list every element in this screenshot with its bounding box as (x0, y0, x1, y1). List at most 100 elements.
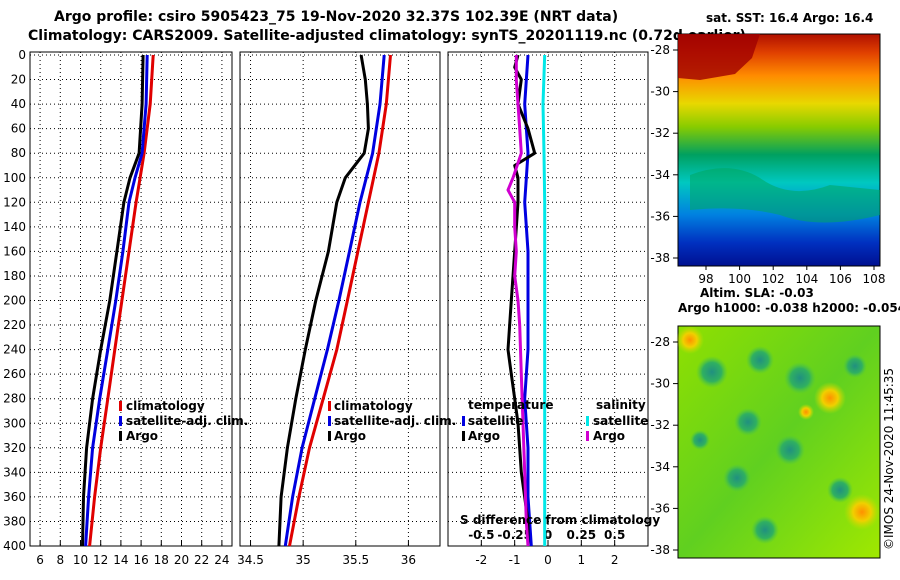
series-line-climatology (88, 54, 155, 547)
map-x-label: 98 (698, 272, 713, 286)
sla-warm-spot (814, 382, 846, 414)
depth-tick-label: 160 (3, 244, 26, 258)
depth-tick-label: 400 (3, 539, 26, 553)
map-x-label: 106 (829, 272, 852, 286)
sla-eddy (775, 435, 805, 465)
x-tick-label: 0 (544, 553, 552, 567)
legend-mark-climatology (119, 401, 122, 411)
depth-tick-label: 360 (3, 490, 26, 504)
legend-mark-sal-argo (586, 431, 589, 441)
map-y-label: -30 (650, 377, 670, 391)
depth-tick-label: 220 (3, 318, 26, 332)
depth-tick-label: 100 (3, 171, 26, 185)
sst-map-ticks: -28 -30 -32 -34 -36 -38 98 100 102 104 106 108 (650, 43, 885, 286)
x-tick-label: -2 (475, 553, 487, 567)
title-line-2: Climatology: CARS2009. Satellite-adjuste… (28, 28, 746, 44)
x-tick-label: 1 (578, 553, 586, 567)
legend-salinity: salinity (596, 398, 646, 412)
sla-eddy (723, 464, 751, 492)
x-tick-label: 10 (73, 553, 88, 567)
x-tick-label: 6 (36, 553, 44, 567)
map-y-label: -36 (650, 209, 670, 223)
series-line-climatology (288, 54, 392, 547)
sla-map (676, 325, 881, 559)
depth-tick-label: 180 (3, 269, 26, 283)
map-y-label: -28 (650, 43, 670, 57)
depth-tick-label: 300 (3, 416, 26, 430)
series-line-salinity-argo (506, 55, 530, 547)
legend-mark-temp-argo (462, 431, 465, 441)
depth-tick-label: 260 (3, 367, 26, 381)
sla-eddy (751, 516, 779, 544)
sla-eddy (784, 362, 816, 394)
legend-temp-argo: Argo (468, 429, 500, 443)
map-y-label: -34 (650, 460, 670, 474)
legend-sal-satellite: satellite (593, 414, 648, 428)
x-tick-label: 22 (194, 553, 209, 567)
temperature-panel (29, 51, 233, 547)
depth-tick-label: 320 (3, 441, 26, 455)
depth-tick-label: 80 (11, 146, 26, 160)
map-y-label: -38 (650, 251, 670, 265)
legend-climatology: climatology (126, 399, 205, 413)
x-tick-label: 35.5 (342, 553, 369, 567)
legend-mark-climatology (328, 401, 331, 411)
sla-eddy (843, 354, 867, 378)
x-tick-label: 8 (56, 553, 64, 567)
series-line-argo (81, 54, 145, 547)
sla-map-ticks: -28 -30 -32 -34 -36 -38 (650, 335, 678, 557)
sla-eddy (734, 408, 762, 436)
legend-mark-sal-satellite (586, 416, 589, 426)
sst-map (677, 33, 881, 267)
sla-warm-spot (676, 326, 704, 354)
depth-tick-label: 280 (3, 392, 26, 406)
s-diff-tick-label: -0.25 (497, 528, 532, 542)
map-x-label: 108 (863, 272, 886, 286)
sla-eddy (696, 356, 728, 388)
depth-tick-label: 120 (3, 195, 26, 209)
sla-warm-spot (798, 404, 814, 420)
legend-sal-argo: Argo (593, 429, 625, 443)
x-tick-label: -1 (509, 553, 521, 567)
sst-map-title: sat. SST: 16.4 Argo: 16.4 (706, 11, 873, 25)
depth-tick-label: 40 (11, 97, 26, 111)
profile-lines (81, 54, 547, 547)
s-diff-tick-label: -0.5 (468, 528, 494, 542)
map-y-label: -34 (650, 168, 670, 182)
sla-map-title-1: Altim. SLA: -0.03 (700, 286, 814, 300)
map-y-label: -30 (650, 85, 670, 99)
sst-warm-core (678, 34, 760, 80)
x-tick-label: 12 (93, 553, 108, 567)
x-tick-label: 20 (174, 553, 189, 567)
s-difference-label: S difference from climatology (460, 513, 660, 527)
sla-eddy (690, 430, 710, 450)
legend-mark-satellite (328, 416, 331, 426)
depth-tick-label: 380 (3, 514, 26, 528)
title-line-1: Argo profile: csiro 5905423_75 19-Nov-20… (54, 9, 618, 25)
series-line-satellite-adj-clim- (84, 54, 149, 547)
x-tick-label: 2 (611, 553, 619, 567)
depth-tick-label: 340 (3, 465, 26, 479)
x-tick-label: 36 (401, 553, 416, 567)
depth-tick-label: 20 (11, 73, 26, 87)
depth-tick-label: 0 (18, 48, 26, 62)
legend-mark-argo (119, 431, 122, 441)
depth-tick-label: 240 (3, 343, 26, 357)
x-tick-label: 16 (133, 553, 148, 567)
map-x-label: 102 (762, 272, 785, 286)
sla-eddy (827, 477, 853, 503)
x-tick-label: 24 (214, 553, 229, 567)
legend-mark-argo (328, 431, 331, 441)
depth-tick-label: 60 (11, 122, 26, 136)
x-tick-label: 35 (296, 553, 311, 567)
series-line-temperature-satellite (523, 54, 533, 547)
map-x-label: 104 (795, 272, 818, 286)
difference-legend: temperature satellite Argo salinity sate… (460, 398, 660, 527)
sst-green-lobe (690, 168, 880, 223)
legend-satellite-adj: satellite-adj. clim. (334, 414, 456, 428)
depth-tick-label: 200 (3, 294, 26, 308)
sla-map-title-2: Argo h1000: -0.038 h2000: -0.054 (678, 301, 900, 315)
x-tick-label: 34.5 (237, 553, 264, 567)
legend-argo: Argo (126, 429, 158, 443)
